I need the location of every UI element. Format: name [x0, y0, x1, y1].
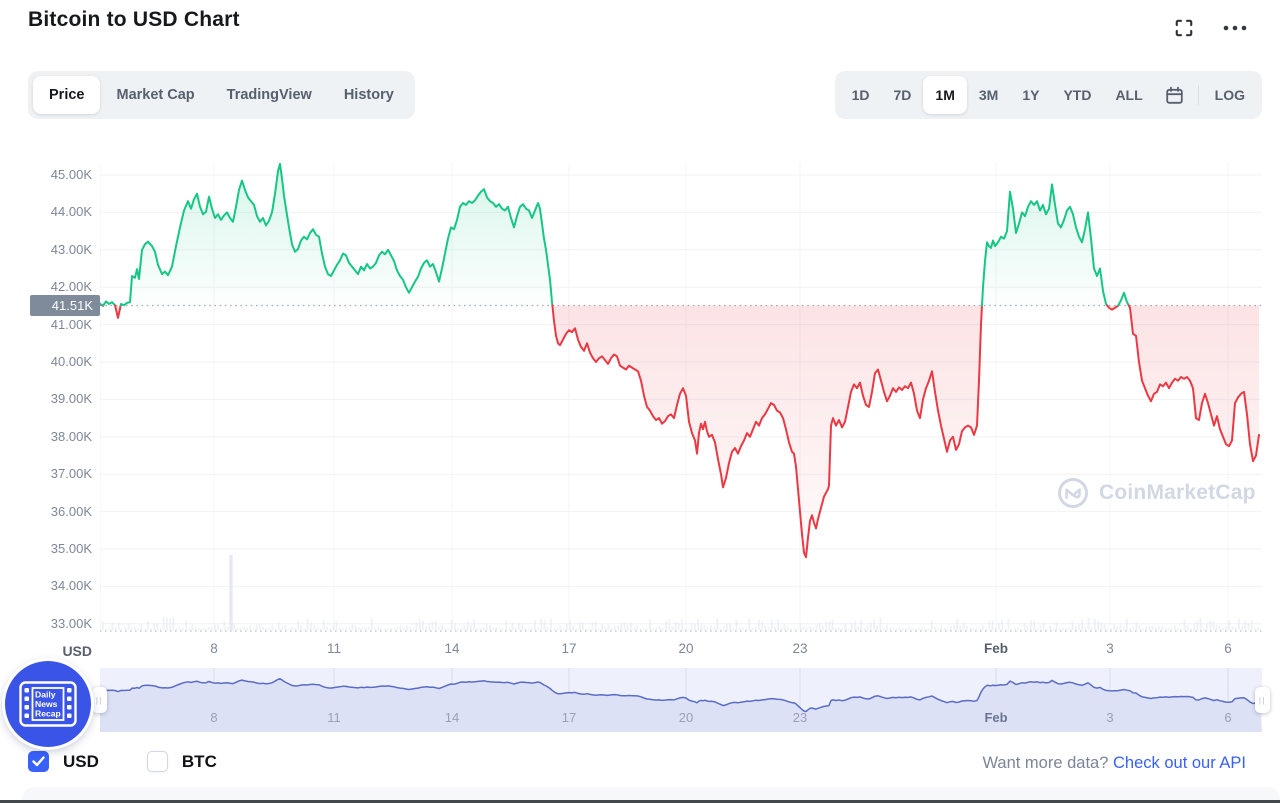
range-3m[interactable]: 3M	[978, 87, 999, 103]
range-all[interactable]: ALL	[1115, 87, 1143, 103]
api-prompt-text: Want more data?	[982, 754, 1109, 772]
y-axis-label: 34.00K	[50, 578, 92, 594]
axis-unit-label: USD	[62, 643, 92, 659]
y-axis-label: 36.00K	[50, 503, 92, 519]
y-axis-label: 41.00K	[50, 316, 92, 332]
volume-bars	[102, 555, 1259, 630]
range-ytd[interactable]: YTD	[1063, 87, 1092, 103]
svg-text:Daily: Daily	[35, 690, 56, 700]
navigator-axis-label: 17	[561, 710, 577, 725]
y-axis-label: 45.00K	[50, 167, 92, 182]
x-axis-label: 17	[561, 641, 577, 656]
range-navigator[interactable]: 8 11 14 17 20 23 Feb 3 6 || ||	[92, 668, 1270, 732]
y-axis-label: 42.00K	[50, 279, 92, 295]
usd-toggle[interactable]: USD	[28, 751, 99, 772]
tab-market-cap[interactable]: Market Cap	[116, 87, 195, 103]
header-actions	[1174, 18, 1248, 38]
y-axis-label: 44.00K	[50, 204, 92, 220]
navigator-axis-label: 14	[444, 710, 460, 725]
navigator-axis-label: 3	[1106, 710, 1114, 725]
next-section-band	[22, 787, 1280, 800]
page-bottom-edge	[0, 800, 1280, 803]
x-axis-label: 14	[444, 641, 460, 656]
y-axis-label: 37.00K	[50, 466, 92, 482]
range-7d[interactable]: 7D	[893, 87, 912, 103]
x-axis-label: 8	[210, 641, 218, 656]
x-axis-label: 11	[326, 641, 342, 656]
svg-text:Recap: Recap	[35, 709, 61, 719]
navigator-left-handle[interactable]: ||	[92, 687, 107, 713]
y-axis-label: 33.00K	[50, 615, 92, 631]
btc-checkbox[interactable]	[146, 751, 168, 772]
x-axis-label: 3	[1106, 641, 1114, 656]
navigator-axis-label: 11	[327, 710, 341, 725]
range-divider	[1197, 85, 1199, 105]
range-1y[interactable]: 1Y	[1022, 87, 1040, 103]
x-axis-label: 20	[678, 641, 694, 656]
api-link[interactable]: Check out our API	[1113, 754, 1246, 772]
usd-checkbox[interactable]	[28, 751, 49, 772]
y-axis-label: 38.00K	[50, 428, 92, 444]
page-title: Bitcoin to USD Chart	[28, 8, 240, 31]
time-range-bar: 1D 7D 1M 3M 1Y YTD ALL LOG	[834, 71, 1262, 119]
currency-toggles: USD BTC	[28, 751, 217, 772]
fullscreen-icon[interactable]	[1174, 18, 1194, 38]
y-axis-label: 43.00K	[50, 241, 92, 257]
navigator-axis-label: 23	[792, 710, 808, 725]
chart-type-tabs: Price Market Cap TradingView History	[28, 71, 415, 119]
more-options-icon[interactable]	[1222, 24, 1248, 32]
tab-history[interactable]: History	[343, 87, 394, 103]
usd-label: USD	[63, 751, 99, 771]
current-price-badge: 41.51K	[30, 295, 100, 316]
navigator-chart	[99, 668, 1262, 732]
navigator-axis-label: 20	[678, 710, 694, 725]
x-axis-label: 6	[1224, 641, 1232, 656]
log-scale-toggle[interactable]: LOG	[1214, 87, 1245, 103]
daily-news-recap-widget[interactable]: Daily News Recap	[5, 661, 91, 747]
navigator-axis-label: Feb	[984, 710, 1008, 725]
x-axis-label: 23	[792, 641, 808, 656]
tab-price[interactable]: Price	[33, 76, 101, 114]
navigator-right-handle[interactable]: ||	[1255, 687, 1270, 713]
y-axis-label: 40.00K	[50, 354, 92, 369]
range-1m[interactable]: 1M	[923, 76, 967, 114]
range-1d[interactable]: 1D	[851, 87, 870, 103]
btc-toggle[interactable]: BTC	[146, 751, 217, 772]
y-axis-label: 35.00K	[50, 541, 92, 556]
x-axis-label: Feb	[983, 641, 1009, 656]
calendar-icon[interactable]	[1155, 86, 1194, 105]
api-prompt: Want more data? Check out our API	[982, 754, 1246, 773]
navigator-axis-label: 8	[210, 710, 218, 725]
svg-text:News: News	[35, 699, 58, 709]
price-chart[interactable]	[100, 150, 1262, 633]
y-axis-label: 39.00K	[50, 391, 92, 407]
tab-tradingview[interactable]: TradingView	[226, 87, 312, 103]
film-strip-icon: Daily News Recap	[19, 681, 77, 727]
navigator-axis-label: 6	[1224, 710, 1232, 725]
btc-label: BTC	[181, 751, 217, 771]
